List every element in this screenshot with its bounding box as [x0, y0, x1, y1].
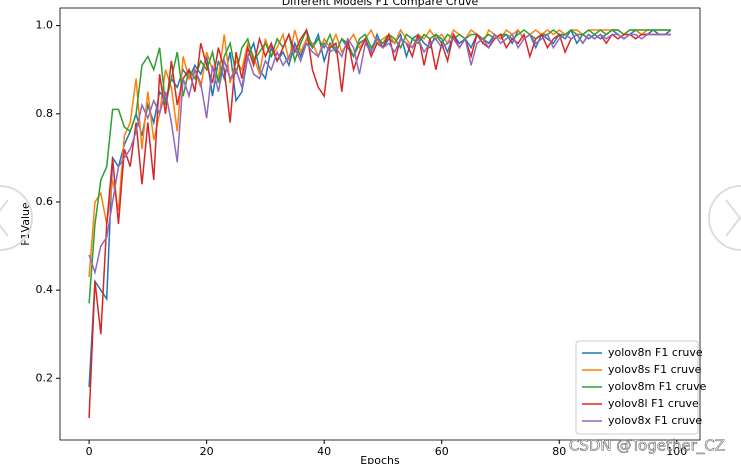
x-tick-label: 0	[86, 445, 93, 458]
nav-right[interactable]	[708, 185, 741, 251]
x-axis-label: Epochs	[360, 454, 400, 464]
legend-box	[575, 340, 699, 435]
series-line	[88, 32, 671, 276]
y-axis-label: F1Value	[19, 202, 32, 246]
y-tick-label: 1.0	[36, 19, 54, 32]
watermark: CSDN @Together_CZ	[569, 437, 725, 456]
nav-circle	[708, 185, 741, 251]
nav-arrow	[725, 199, 741, 237]
x-tick-label: 60	[435, 445, 449, 458]
x-tick-label: 20	[200, 445, 214, 458]
series-line	[88, 28, 672, 388]
nav-circle	[0, 185, 33, 251]
y-tick-label: 0.8	[36, 107, 54, 120]
y-tick-label: 0.6	[36, 195, 54, 208]
plot-area: 0 20 40 60 80 100 0.2 0.4 0.6 0.8 1.0	[36, 19, 688, 458]
x-tick-label: 80	[552, 445, 566, 458]
legend: yolov8n F1 cruve yolov8s F1 cruve yolov8m …	[575, 340, 707, 435]
legend-label: yolov8l F1 cruve	[608, 397, 699, 410]
plot-frame	[59, 7, 701, 441]
y-tick-label: 0.4	[36, 283, 54, 296]
chart-title: Different Models F1 Compare Cruve	[282, 0, 479, 8]
nav-arrow	[0, 199, 9, 237]
nav-left[interactable]	[0, 185, 33, 251]
y-tick-label: 0.2	[36, 371, 54, 384]
x-tick-label: 100	[666, 445, 687, 458]
x-tick-label: 40	[317, 445, 331, 458]
legend-label: yolov8x F1 cruve	[608, 414, 702, 427]
series-line	[88, 27, 671, 304]
legend-label: yolov8s F1 cruve	[608, 363, 702, 376]
legend-label: yolov8m F1 cruve	[608, 380, 707, 393]
legend-label: yolov8n F1 cruve	[608, 346, 703, 359]
